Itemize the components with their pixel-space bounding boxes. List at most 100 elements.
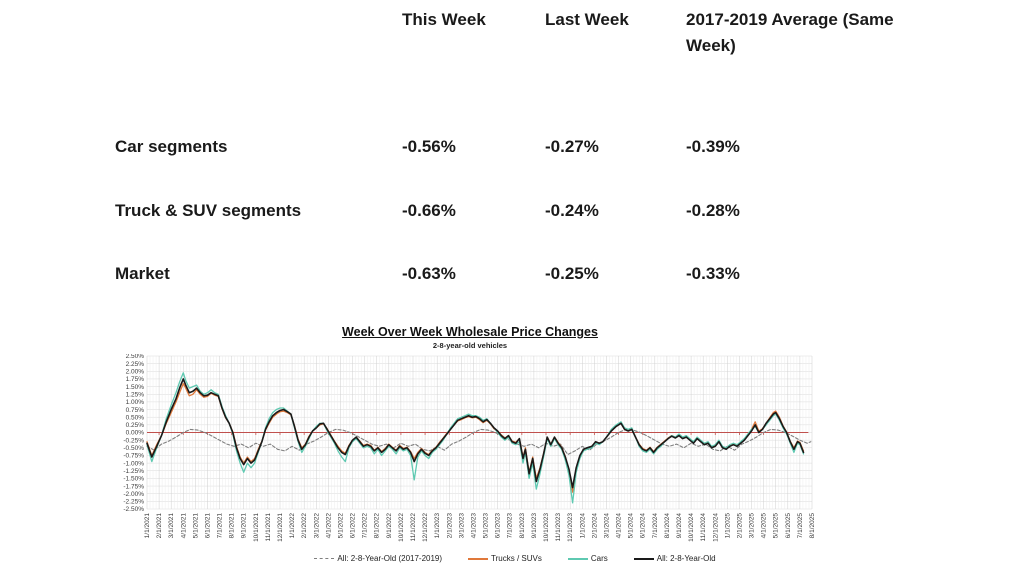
row-label-car-segments: Car segments (115, 137, 228, 156)
svg-text:10/1/2022: 10/1/2022 (398, 513, 405, 542)
svg-text:1.25%: 1.25% (126, 391, 145, 398)
svg-text:2/1/2022: 2/1/2022 (301, 513, 308, 539)
chart-title: Week Over Week Wholesale Price Changes (342, 325, 598, 339)
svg-text:2.25%: 2.25% (126, 361, 145, 368)
svg-text:12/1/2024: 12/1/2024 (712, 513, 719, 542)
svg-text:2.50%: 2.50% (126, 354, 145, 360)
legend-label: All: 2-8-Year-Old (656, 554, 716, 563)
market-last-week: -0.25% (545, 264, 599, 283)
svg-text:8/1/2024: 8/1/2024 (664, 513, 671, 539)
svg-text:1.50%: 1.50% (126, 384, 145, 391)
price-changes-chart: Week Over Week Wholesale Price Changes 2… (105, 325, 835, 576)
svg-text:2/1/2021: 2/1/2021 (156, 513, 163, 539)
svg-text:-0.50%: -0.50% (123, 445, 144, 452)
svg-text:4/1/2024: 4/1/2024 (616, 513, 623, 539)
svg-text:6/1/2024: 6/1/2024 (640, 513, 647, 539)
svg-text:10/1/2021: 10/1/2021 (253, 513, 260, 542)
svg-text:2.00%: 2.00% (126, 369, 145, 376)
svg-text:3/1/2023: 3/1/2023 (458, 513, 465, 539)
svg-text:1/1/2023: 1/1/2023 (434, 513, 441, 539)
svg-text:5/1/2024: 5/1/2024 (628, 513, 635, 539)
truck-suv-last-week: -0.24% (545, 201, 599, 220)
svg-text:9/1/2024: 9/1/2024 (676, 513, 683, 539)
svg-text:6/1/2025: 6/1/2025 (785, 513, 792, 539)
car-segments-average: -0.39% (686, 137, 740, 156)
svg-text:8/1/2022: 8/1/2022 (374, 513, 381, 539)
summary-table: This Week Last Week 2017-2019 Average (S… (115, 10, 894, 283)
svg-text:7/1/2023: 7/1/2023 (507, 513, 514, 539)
svg-text:-0.25%: -0.25% (123, 437, 144, 444)
legend-item: Cars (567, 554, 608, 563)
svg-text:3/1/2025: 3/1/2025 (749, 513, 756, 539)
svg-text:7/1/2024: 7/1/2024 (652, 513, 659, 539)
svg-text:10/1/2024: 10/1/2024 (688, 513, 695, 542)
svg-text:-2.50%: -2.50% (123, 506, 144, 513)
legend-line-swatch (567, 557, 588, 560)
chart-legend: All: 2-8-Year-Old (2017-2019) Trucks / SU… (150, 554, 880, 563)
truck-suv-average: -0.28% (686, 201, 740, 220)
svg-text:-2.25%: -2.25% (123, 499, 144, 506)
legend-item: Trucks / SUVs (468, 554, 542, 563)
svg-text:6/1/2023: 6/1/2023 (495, 513, 502, 539)
row-label-market: Market (115, 264, 170, 283)
svg-text:7/1/2021: 7/1/2021 (217, 513, 224, 539)
svg-text:5/1/2022: 5/1/2022 (337, 513, 344, 539)
svg-text:-1.75%: -1.75% (123, 483, 144, 490)
svg-text:4/1/2022: 4/1/2022 (325, 513, 332, 539)
svg-text:6/1/2022: 6/1/2022 (350, 513, 357, 539)
legend-line-swatch (633, 557, 654, 560)
chart-subtitle: 2-8-year-old vehicles (432, 340, 508, 350)
svg-text:0.75%: 0.75% (126, 407, 145, 414)
legend-label: Trucks / SUVs (491, 554, 542, 563)
svg-text:10/1/2023: 10/1/2023 (543, 513, 550, 542)
svg-text:6/1/2021: 6/1/2021 (204, 513, 211, 539)
column-header-average: 2017-2019 Average (Same Week) (686, 10, 894, 56)
svg-text:-0.75%: -0.75% (123, 453, 144, 460)
svg-text:11/1/2024: 11/1/2024 (700, 513, 707, 542)
legend-label: All: 2-8-Year-Old (2017-2019) (337, 554, 443, 563)
svg-text:0.25%: 0.25% (126, 422, 145, 429)
svg-text:11/1/2022: 11/1/2022 (410, 513, 417, 542)
svg-text:4/1/2021: 4/1/2021 (180, 513, 187, 539)
line-chart-svg: 2.50%2.25%2.00%1.75%1.50%1.25%1.00%0.75%… (123, 353, 816, 542)
legend-line-swatch (314, 558, 335, 559)
svg-text:4/1/2023: 4/1/2023 (470, 513, 477, 539)
svg-text:3/1/2022: 3/1/2022 (313, 513, 320, 539)
svg-text:-2.00%: -2.00% (123, 491, 144, 498)
car-segments-this-week: -0.56% (402, 137, 456, 156)
svg-text:9/1/2023: 9/1/2023 (531, 513, 538, 539)
svg-text:12/1/2021: 12/1/2021 (277, 513, 284, 542)
market-this-week: -0.63% (402, 264, 456, 283)
plot-area: 2.50% 2.25% 2.00% 1.75% 1.50% 1.25% 1.00% 0.75%… (105, 353, 820, 554)
svg-text:9/1/2022: 9/1/2022 (386, 513, 393, 539)
svg-text:5/1/2025: 5/1/2025 (773, 513, 780, 539)
svg-text:11/1/2021: 11/1/2021 (265, 513, 272, 542)
svg-text:8/1/2025: 8/1/2025 (809, 513, 816, 539)
legend-label: Cars (590, 554, 608, 563)
svg-text:3/1/2021: 3/1/2021 (168, 513, 175, 539)
legend-line-swatch (468, 557, 489, 560)
svg-text:7/1/2022: 7/1/2022 (362, 513, 369, 539)
truck-suv-this-week: -0.66% (402, 201, 456, 220)
svg-text:3/1/2024: 3/1/2024 (603, 513, 610, 539)
svg-text:2/1/2025: 2/1/2025 (736, 513, 743, 539)
svg-text:12/1/2022: 12/1/2022 (422, 513, 429, 542)
column-header-this-week: This Week (402, 10, 486, 29)
svg-text:1/1/2022: 1/1/2022 (289, 513, 296, 539)
svg-text:1/1/2025: 1/1/2025 (724, 513, 731, 539)
svg-text:11/1/2023: 11/1/2023 (555, 513, 562, 542)
svg-text:2/1/2024: 2/1/2024 (591, 513, 598, 539)
svg-text:7/1/2025: 7/1/2025 (797, 513, 804, 539)
svg-text:8/1/2021: 8/1/2021 (229, 513, 236, 539)
market-average: -0.33% (686, 264, 740, 283)
svg-text:1.75%: 1.75% (126, 376, 145, 383)
svg-text:1/1/2024: 1/1/2024 (579, 513, 586, 539)
svg-text:12/1/2023: 12/1/2023 (567, 513, 574, 542)
svg-text:1.00%: 1.00% (126, 399, 145, 406)
svg-text:0.50%: 0.50% (126, 414, 145, 421)
car-segments-last-week: -0.27% (545, 137, 599, 156)
legend-item: All: 2-8-Year-Old (633, 554, 716, 563)
svg-text:5/1/2023: 5/1/2023 (483, 513, 490, 539)
column-header-last-week: Last Week (545, 10, 629, 29)
